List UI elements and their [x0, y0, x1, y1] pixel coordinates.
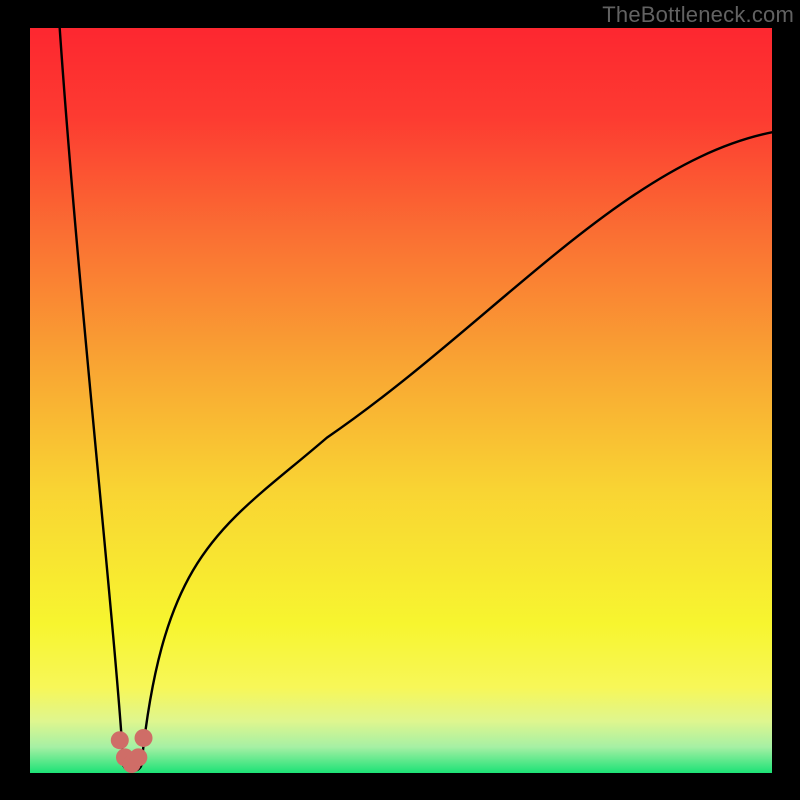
- dip-marker: [135, 729, 153, 747]
- dip-marker: [111, 731, 129, 749]
- chart-stage: TheBottleneck.com: [0, 0, 800, 800]
- dip-marker: [129, 748, 147, 766]
- watermark-text: TheBottleneck.com: [602, 2, 794, 28]
- plot-background: [30, 28, 772, 773]
- chart-svg: [0, 0, 800, 800]
